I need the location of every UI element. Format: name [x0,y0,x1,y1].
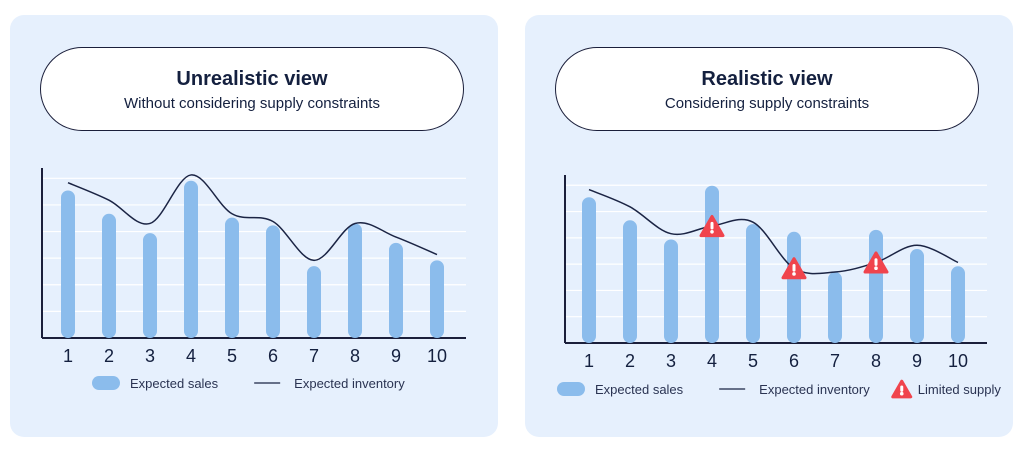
exclamation-bar [792,264,796,272]
legend-label-inventory: Expected inventory [294,376,405,391]
exclamation-dot [710,229,714,234]
x-tick-label: 3 [666,351,676,371]
chart-title: Unrealistic view [176,68,328,90]
legend-label-sales: Expected sales [130,376,219,391]
sales-bar [266,225,280,338]
x-tick-label: 10 [427,346,447,366]
x-tick-label: 9 [912,351,922,371]
sales-bar [307,266,321,338]
inventory-line [67,174,438,262]
sales-bar [143,233,157,338]
x-tick-label: 6 [268,346,278,366]
x-tick-label: 1 [63,346,73,366]
exclamation-dot [874,266,878,271]
sales-bar [910,249,924,343]
sales-bar [61,190,75,338]
legend-warning-icon [891,379,913,399]
exclamation-bar [900,385,904,392]
legend-bar-swatch [92,376,120,390]
sales-bar [828,272,842,343]
x-tick-label: 10 [948,351,968,371]
exclamation-dot [792,272,796,276]
exclamation-bar [874,258,878,266]
legend-bar-swatch [557,382,585,396]
x-tick-label: 4 [186,346,196,366]
legend-label-limited-supply: Limited supply [918,382,1002,397]
title-box: Realistic view Considering supply constr… [555,47,979,131]
x-tick-label: 2 [104,346,114,366]
sales-bar [389,242,403,338]
exclamation-bar [710,221,714,230]
x-tick-label: 4 [707,351,717,371]
sales-bar [623,220,637,343]
sales-bar [582,197,596,343]
sales-bar [787,231,801,343]
sales-bar [705,185,719,343]
legend-label-inventory: Expected inventory [759,382,870,397]
title-box: Unrealistic view Without considering sup… [40,47,464,131]
chart-subtitle: Considering supply constraints [664,95,870,112]
limited-supply-marker [863,251,889,274]
chart-subtitle: Without considering supply constraints [124,95,380,112]
sales-bar [869,229,883,343]
x-tick-label: 5 [227,346,237,366]
sales-bar [348,223,362,338]
limited-supply-marker [781,257,807,280]
x-tick-label: 3 [145,346,155,366]
x-tick-label: 1 [584,351,594,371]
realistic-chart: 1 2 3 4 5 6 7 8 9 10 Expected sales Expected invent… [557,175,1002,399]
sales-bar [664,239,678,343]
sales-bar [102,213,116,338]
unrealistic-panel: Unrealistic view Without considering sup… [10,15,498,437]
x-tick-label: 7 [309,346,319,366]
sales-bar [225,217,239,338]
x-tick-label: 2 [625,351,635,371]
chart-title: Realistic view [701,68,833,90]
x-tick-label: 8 [350,346,360,366]
limited-supply-marker [699,214,725,238]
sales-bar [430,260,444,338]
realistic-panel: Realistic view Considering supply constr… [525,15,1013,437]
legend-label-sales: Expected sales [595,382,684,397]
x-tick-label: 9 [391,346,401,366]
inventory-line [588,188,959,275]
x-tick-label: 6 [789,351,799,371]
x-tick-label: 7 [830,351,840,371]
sales-bar [951,266,965,343]
unrealistic-chart: 1 2 3 4 5 6 7 8 9 10 Expected sales Expected invent… [41,168,466,391]
sales-bar [184,180,198,338]
exclamation-dot [899,391,904,396]
sales-bar [746,224,760,343]
x-tick-label: 8 [871,351,881,371]
x-tick-label: 5 [748,351,758,371]
